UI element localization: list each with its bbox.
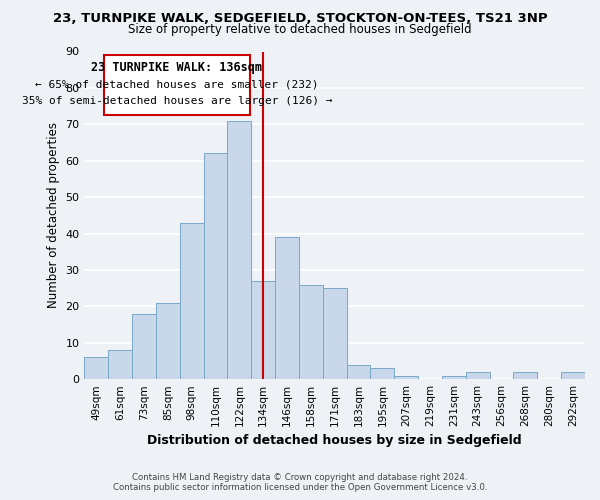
Bar (347, 364, 370, 379)
Bar (85, 358, 108, 379)
FancyBboxPatch shape (104, 55, 250, 115)
Text: ← 65% of detached houses are smaller (232): ← 65% of detached houses are smaller (23… (35, 80, 319, 90)
Bar (514, 372, 538, 379)
Bar (156, 302, 180, 379)
Bar (227, 120, 251, 379)
Bar (561, 372, 585, 379)
Bar (442, 376, 466, 379)
Bar (180, 222, 203, 379)
Bar (275, 237, 299, 379)
Bar (323, 288, 347, 379)
Text: Size of property relative to detached houses in Sedgefield: Size of property relative to detached ho… (128, 22, 472, 36)
Text: 23 TURNPIKE WALK: 136sqm: 23 TURNPIKE WALK: 136sqm (91, 62, 262, 74)
Text: Contains HM Land Registry data © Crown copyright and database right 2024.
Contai: Contains HM Land Registry data © Crown c… (113, 473, 487, 492)
Bar (394, 376, 418, 379)
Bar (203, 154, 227, 379)
Bar (466, 372, 490, 379)
Text: 35% of semi-detached houses are larger (126) →: 35% of semi-detached houses are larger (… (22, 96, 332, 106)
Y-axis label: Number of detached properties: Number of detached properties (47, 122, 60, 308)
Text: 23, TURNPIKE WALK, SEDGEFIELD, STOCKTON-ON-TEES, TS21 3NP: 23, TURNPIKE WALK, SEDGEFIELD, STOCKTON-… (53, 12, 547, 26)
Bar (370, 368, 394, 379)
Bar (132, 314, 156, 379)
Bar (251, 281, 275, 379)
X-axis label: Distribution of detached houses by size in Sedgefield: Distribution of detached houses by size … (148, 434, 522, 448)
Bar (299, 284, 323, 379)
Bar (108, 350, 132, 379)
